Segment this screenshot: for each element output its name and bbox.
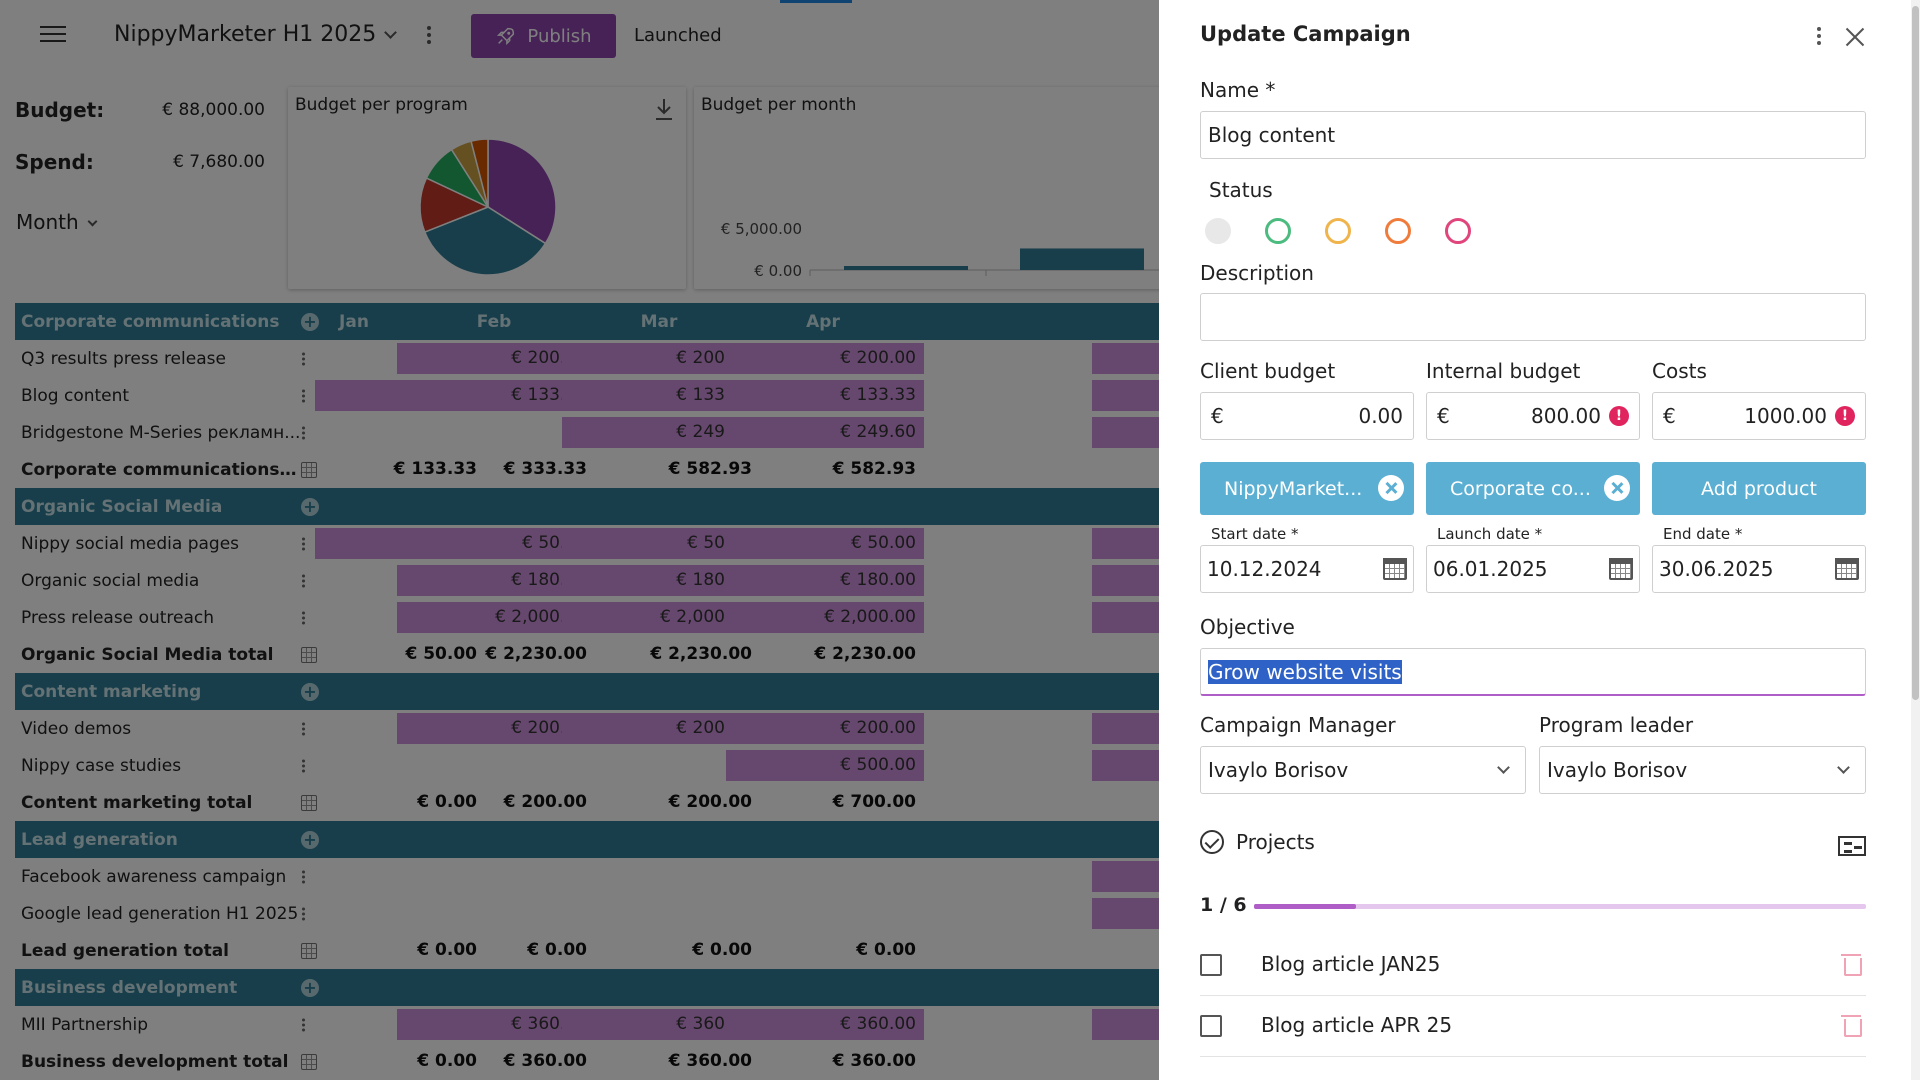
task-checkbox[interactable] (1200, 954, 1222, 976)
description-label: Description (1200, 261, 1314, 285)
internal-budget-input[interactable]: € 800.00 ! (1426, 392, 1640, 440)
check-circle-icon (1200, 830, 1224, 854)
chevron-down-icon (1497, 761, 1510, 774)
warning-icon: ! (1835, 406, 1855, 426)
launch-date-value: 06.01.2025 (1433, 557, 1548, 581)
progress-bar-fill (1254, 904, 1356, 909)
status-option[interactable] (1205, 218, 1231, 244)
end-date-value: 30.06.2025 (1659, 557, 1774, 581)
calendar-icon[interactable] (1383, 558, 1407, 580)
objective-label: Objective (1200, 615, 1295, 639)
campaign-manager-select[interactable]: Ivaylo Borisov (1200, 746, 1526, 794)
task-name: Blog article APR 25 (1261, 1013, 1453, 1037)
more-options-icon[interactable] (1816, 27, 1822, 45)
start-date-label: Start date * (1211, 525, 1299, 543)
start-date-value: 10.12.2024 (1207, 557, 1322, 581)
panel-scrollbar[interactable] (1911, 0, 1920, 1080)
task-name: Blog article JAN25 (1261, 952, 1441, 976)
trash-icon[interactable] (1841, 952, 1862, 976)
program-chip[interactable]: Corporate co... (1426, 462, 1640, 515)
name-input[interactable]: Blog content (1200, 111, 1866, 159)
chip-label: NippyMarket... (1224, 477, 1363, 500)
scrollbar-thumb[interactable] (1912, 6, 1919, 700)
add-product-button[interactable]: Add product (1652, 462, 1866, 515)
remove-icon[interactable] (1604, 475, 1630, 501)
task-row[interactable]: Blog article APR 25 (1200, 996, 1866, 1057)
projects-label: Projects (1236, 830, 1315, 854)
status-option[interactable] (1445, 218, 1471, 244)
program-leader-label: Program leader (1539, 713, 1694, 737)
client-budget-label: Client budget (1200, 359, 1336, 383)
objective-input[interactable]: Grow website visits (1200, 648, 1866, 696)
calendar-icon[interactable] (1835, 558, 1859, 580)
close-icon[interactable] (1842, 24, 1868, 50)
costs-input[interactable]: € 1000.00 ! (1652, 392, 1866, 440)
program-leader-value: Ivaylo Borisov (1547, 758, 1688, 782)
program-leader-select[interactable]: Ivaylo Borisov (1539, 746, 1866, 794)
launch-date-label: Launch date * (1437, 525, 1543, 543)
chip-label: Corporate co... (1450, 477, 1591, 500)
costs-value: 1000.00 (1744, 404, 1827, 428)
campaign-planner: NippyMarketer H1 2025 Publish Launched B… (0, 0, 1159, 1080)
end-date-label: End date * (1663, 525, 1743, 543)
panel-title: Update Campaign (1200, 22, 1411, 46)
trash-icon[interactable] (1841, 1013, 1862, 1037)
board-view-icon[interactable] (1838, 836, 1866, 856)
currency-symbol: € (1663, 404, 1676, 428)
campaign-manager-value: Ivaylo Borisov (1208, 758, 1349, 782)
progress-counter: 1 / 6 (1200, 894, 1247, 916)
internal-budget-value: 800.00 (1531, 404, 1601, 428)
end-date-input[interactable]: 30.06.2025 (1652, 545, 1866, 593)
status-option[interactable] (1325, 218, 1351, 244)
task-checkbox[interactable] (1200, 1015, 1222, 1037)
launch-date-input[interactable]: 06.01.2025 (1426, 545, 1640, 593)
objective-value: Grow website visits (1208, 659, 1402, 684)
currency-symbol: € (1437, 404, 1450, 428)
description-input[interactable] (1200, 293, 1866, 341)
status-option[interactable] (1385, 218, 1411, 244)
modal-backdrop[interactable] (0, 0, 1159, 1080)
status-option[interactable] (1265, 218, 1291, 244)
status-label: Status (1209, 178, 1273, 202)
task-row[interactable]: Blog article JAN25 (1200, 935, 1866, 996)
costs-label: Costs (1652, 359, 1707, 383)
progress-bar (1254, 904, 1866, 909)
internal-budget-label: Internal budget (1426, 359, 1581, 383)
client-budget-input[interactable]: € 0.00 (1200, 392, 1414, 440)
projects-section-header: Projects (1200, 830, 1315, 854)
campaign-manager-label: Campaign Manager (1200, 713, 1396, 737)
start-date-input[interactable]: 10.12.2024 (1200, 545, 1414, 593)
warning-icon: ! (1609, 406, 1629, 426)
name-label: Name * (1200, 78, 1276, 102)
calendar-icon[interactable] (1609, 558, 1633, 580)
project-chip[interactable]: NippyMarket... (1200, 462, 1414, 515)
client-budget-value: 0.00 (1358, 404, 1403, 428)
update-campaign-panel: Update Campaign Name * Blog content Stat… (1159, 0, 1920, 1080)
remove-icon[interactable] (1378, 475, 1404, 501)
chevron-down-icon (1837, 761, 1850, 774)
currency-symbol: € (1211, 404, 1224, 428)
